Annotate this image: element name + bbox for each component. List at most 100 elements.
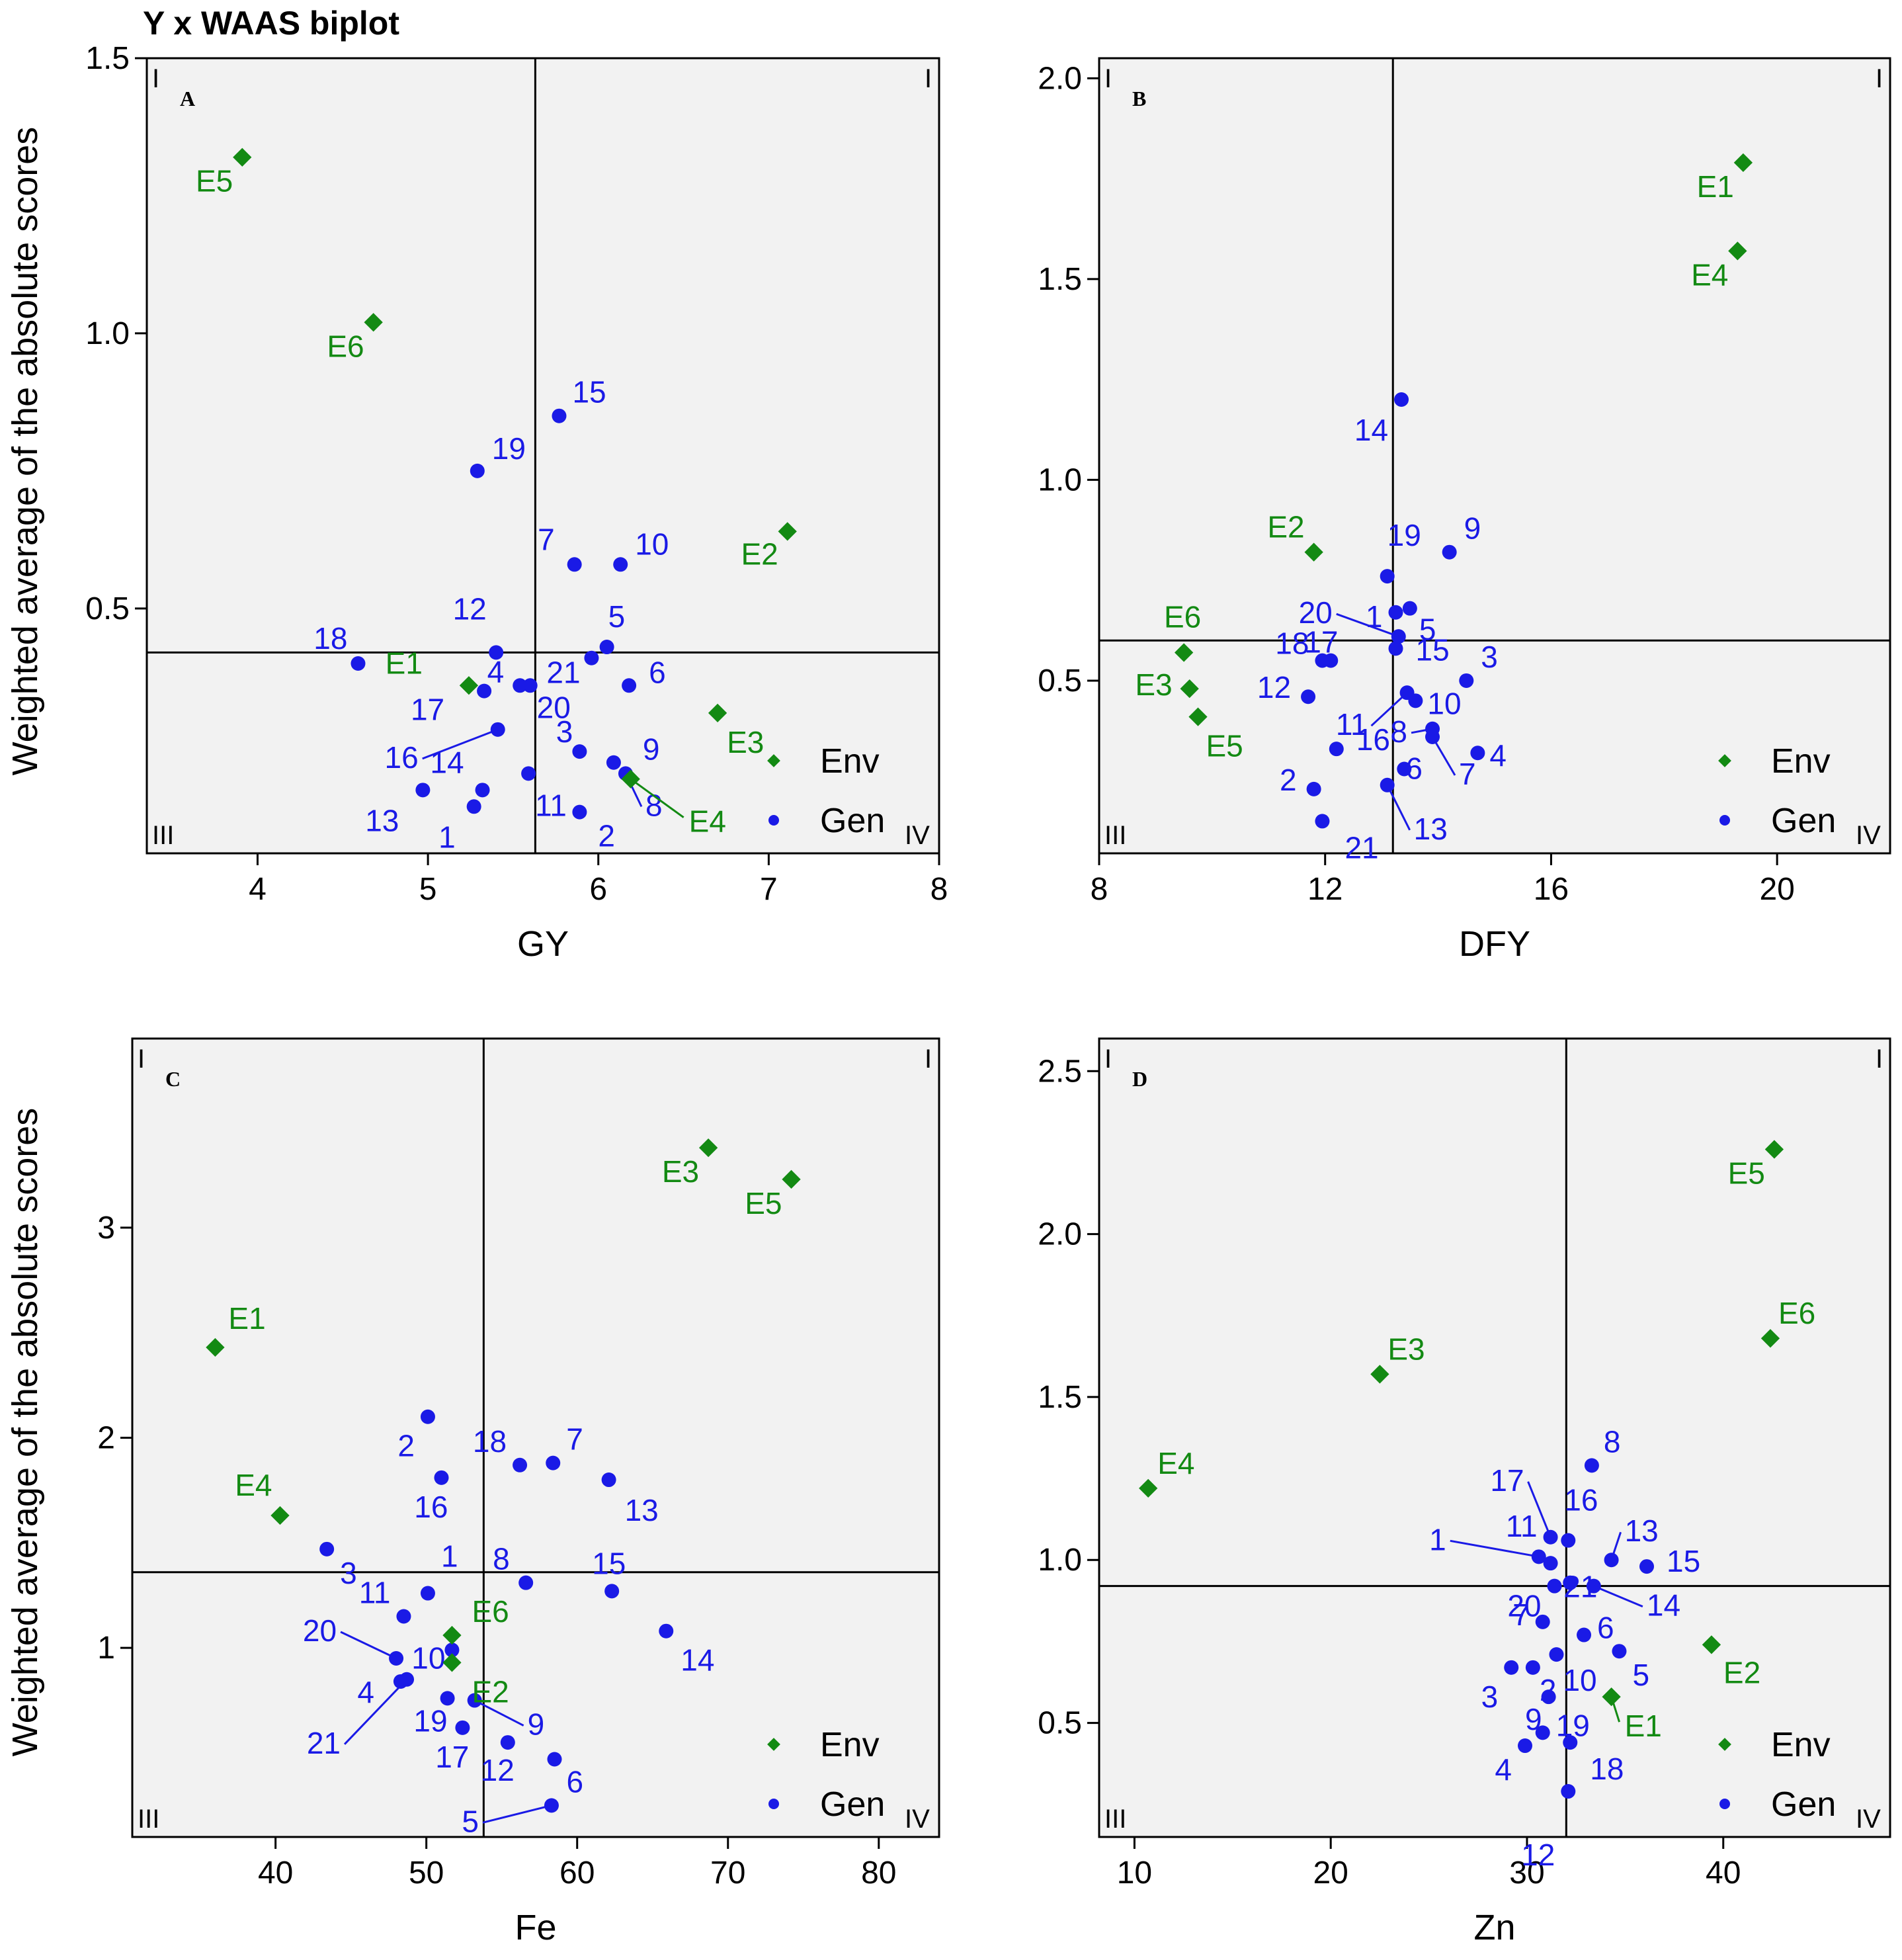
genotype-point-3	[319, 1541, 335, 1556]
x-tick-label: 7	[760, 872, 778, 907]
genotype-point-18	[1563, 1735, 1578, 1750]
x-axis-title: GY	[517, 924, 569, 964]
genotype-point-17	[455, 1720, 470, 1735]
genotype-label-10: 10	[1427, 686, 1461, 720]
genotype-label-11: 11	[1506, 1509, 1538, 1543]
genotype-label-5: 5	[608, 599, 626, 634]
y-axis-title-bottom: Weighted average of the absolute scores	[5, 1108, 45, 1757]
genotype-label-2: 2	[1280, 763, 1297, 797]
panel-letter: D	[1132, 1067, 1147, 1091]
genotype-label-13: 13	[1625, 1513, 1659, 1548]
genotype-point-4	[1518, 1738, 1532, 1754]
y-tick-label: 1.0	[1038, 462, 1082, 497]
genotype-point-6	[622, 678, 637, 693]
genotype-point-17	[477, 683, 492, 699]
genotype-label-13: 13	[625, 1493, 659, 1527]
panel-letter: A	[180, 87, 195, 110]
x-tick-label: 10	[1117, 1855, 1152, 1891]
genotype-point-15	[552, 408, 567, 423]
environment-label-E6: E6	[1164, 599, 1201, 634]
genotype-point-10	[613, 557, 628, 572]
genotype-point-9	[1442, 544, 1457, 560]
genotype-point-7	[1535, 1614, 1550, 1629]
genotype-label-8: 8	[645, 788, 663, 822]
y-tick-label: 1.0	[1038, 1543, 1082, 1578]
y-tick-label: 3	[97, 1211, 115, 1246]
x-axis-title: DFY	[1459, 924, 1530, 964]
environment-label-E1: E1	[1625, 1709, 1662, 1743]
quadrant-label-IV: IV	[1856, 1805, 1881, 1834]
genotype-point-2	[1306, 781, 1321, 796]
quadrant-label-I-right: I	[925, 1044, 932, 1074]
genotype-point-9	[1541, 1689, 1556, 1705]
genotype-point-4	[1470, 746, 1485, 761]
x-tick-label: 6	[589, 872, 607, 907]
plot-frame	[1098, 57, 1891, 855]
genotype-point-10	[1549, 1647, 1564, 1662]
genotype-point-18	[513, 1457, 528, 1472]
genotype-point-12	[1301, 689, 1316, 704]
legend-env-label: Env	[1771, 742, 1831, 781]
x-tick-label: 8	[1091, 872, 1108, 907]
genotype-label-2: 2	[598, 819, 615, 853]
y-tick-label: 2	[97, 1421, 115, 1456]
environment-point-E2	[1304, 542, 1323, 562]
genotype-point-12	[489, 645, 504, 660]
environment-label-E2: E2	[1723, 1655, 1760, 1689]
environment-leader-E4	[630, 778, 684, 818]
genotype-label-14: 14	[681, 1643, 714, 1678]
y-tick-label: 1.5	[1038, 262, 1082, 297]
environment-label-E6: E6	[327, 329, 364, 363]
panel-D: 102030400.51.01.52.02.5ZnDIIIIIIV1234567…	[1038, 1037, 1891, 1947]
genotype-leader-8	[1411, 728, 1433, 734]
genotype-label-14: 14	[430, 745, 464, 779]
genotype-label-8: 8	[1390, 714, 1407, 749]
y-axis-title-top: Weighted average of the absolute scores	[5, 127, 45, 776]
figure-title: Y x WAAS biplot	[143, 5, 399, 42]
genotype-label-21: 21	[307, 1726, 341, 1760]
quadrant-label-IV: IV	[1856, 821, 1881, 850]
plot-background	[1099, 1039, 1890, 1837]
genotype-label-8: 8	[1604, 1424, 1621, 1459]
genotype-leader-21	[343, 1678, 408, 1745]
genotype-point-5	[1612, 1644, 1627, 1659]
genotype-label-4: 4	[1489, 738, 1507, 773]
legend-env-marker	[1718, 754, 1731, 767]
genotype-label-13: 13	[365, 803, 399, 837]
genotype-point-14	[1394, 392, 1409, 407]
genotype-label-3: 3	[1481, 640, 1498, 674]
y-tick-label: 1	[97, 1631, 115, 1666]
genotype-point-2	[572, 804, 587, 820]
genotype-label-10: 10	[411, 1640, 445, 1675]
genotype-label-7: 7	[566, 1422, 583, 1457]
genotype-point-2	[1525, 1660, 1540, 1675]
environment-point-E6	[1760, 1329, 1780, 1348]
genotype-point-11	[396, 1609, 411, 1624]
genotype-label-19: 19	[413, 1703, 447, 1738]
x-tick-label: 30	[1509, 1855, 1544, 1891]
genotype-label-18: 18	[1590, 1752, 1624, 1786]
genotype-point-13	[415, 783, 431, 798]
genotype-label-3: 3	[556, 714, 573, 749]
genotype-label-12: 12	[453, 591, 487, 626]
environment-point-E1	[206, 1338, 225, 1357]
genotype-label-17: 17	[1490, 1463, 1524, 1498]
genotype-label-4: 4	[357, 1675, 374, 1709]
y-tick-label: 2.0	[1038, 61, 1082, 96]
environment-label-E3: E3	[1135, 667, 1172, 702]
quadrant-label-I-left: I	[152, 64, 159, 93]
genotype-leader-14	[1593, 1585, 1643, 1608]
panel-letter: B	[1132, 87, 1146, 110]
genotype-label-19: 19	[492, 431, 526, 466]
genotype-point-14	[475, 783, 490, 798]
genotype-point-16	[1561, 1533, 1576, 1548]
x-tick-label: 4	[249, 872, 267, 907]
environment-label-E3: E3	[727, 725, 764, 759]
genotype-label-16: 16	[1564, 1483, 1598, 1517]
genotype-point-21	[584, 650, 599, 665]
x-tick-label: 40	[1706, 1855, 1741, 1891]
genotype-point-19	[470, 463, 485, 478]
legend-env-marker	[767, 1738, 780, 1751]
